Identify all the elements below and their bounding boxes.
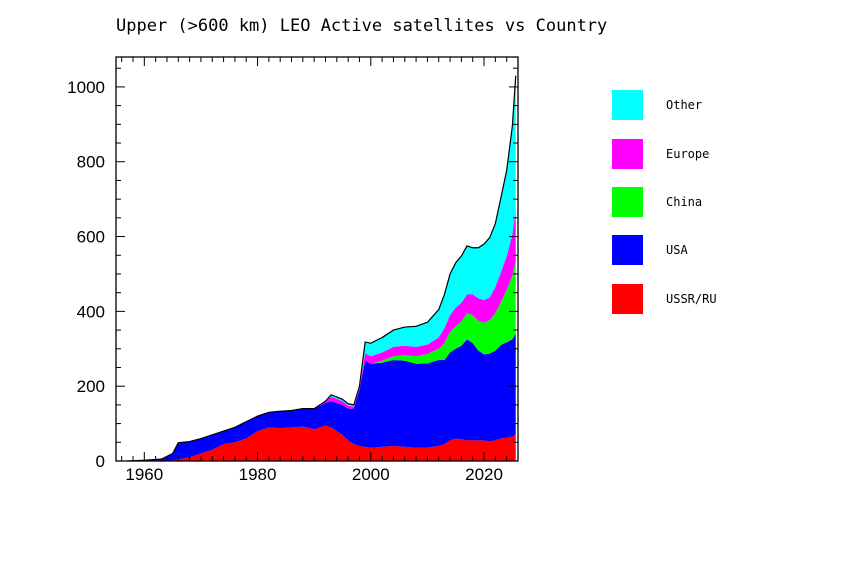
legend-swatch-ussr-ru — [612, 284, 643, 314]
x-tick-label: 1960 — [125, 465, 163, 484]
series-area-usa — [127, 333, 516, 461]
legend-swatch-usa — [612, 235, 643, 265]
y-tick-label: 1000 — [67, 78, 105, 97]
legend-item-ussr-ru: USSR/RU — [612, 284, 812, 314]
legend-swatch-europe — [612, 139, 643, 169]
series-area-ussr-ru — [127, 425, 516, 461]
x-tick-label: 2000 — [352, 465, 390, 484]
legend-label-ussr-ru: USSR/RU — [666, 292, 717, 306]
y-tick-label: 200 — [77, 377, 105, 396]
x-tick-label: 2020 — [465, 465, 503, 484]
y-tick-label: 600 — [77, 228, 105, 247]
plot-frame — [115, 56, 519, 462]
legend-item-china: China — [612, 187, 812, 217]
series-areas — [127, 75, 516, 461]
legend-label-china: China — [666, 195, 703, 209]
y-tick-label: 400 — [77, 302, 105, 321]
legend-label-other: Other — [666, 98, 703, 112]
legend-item-europe: Europe — [612, 139, 812, 169]
y-tick-label: 0 — [96, 452, 105, 471]
y-tick-label: 800 — [77, 153, 105, 172]
legend-swatch-china — [612, 187, 643, 217]
axis-ticks — [116, 57, 519, 462]
x-tick-label: 1980 — [239, 465, 277, 484]
legend-item-usa: USA — [612, 235, 812, 265]
legend-item-other: Other — [612, 90, 812, 120]
chart-title: Upper (>600 km) LEO Active satellites vs… — [116, 16, 608, 36]
legend-swatch-other — [612, 90, 643, 120]
legend-label-usa: USA — [666, 243, 688, 257]
total-line — [127, 75, 517, 462]
legend-label-europe: Europe — [666, 147, 710, 161]
axis-tick-labels: 0 200 400 600 800 1000 1960 1980 2000 2020 — [67, 78, 503, 484]
